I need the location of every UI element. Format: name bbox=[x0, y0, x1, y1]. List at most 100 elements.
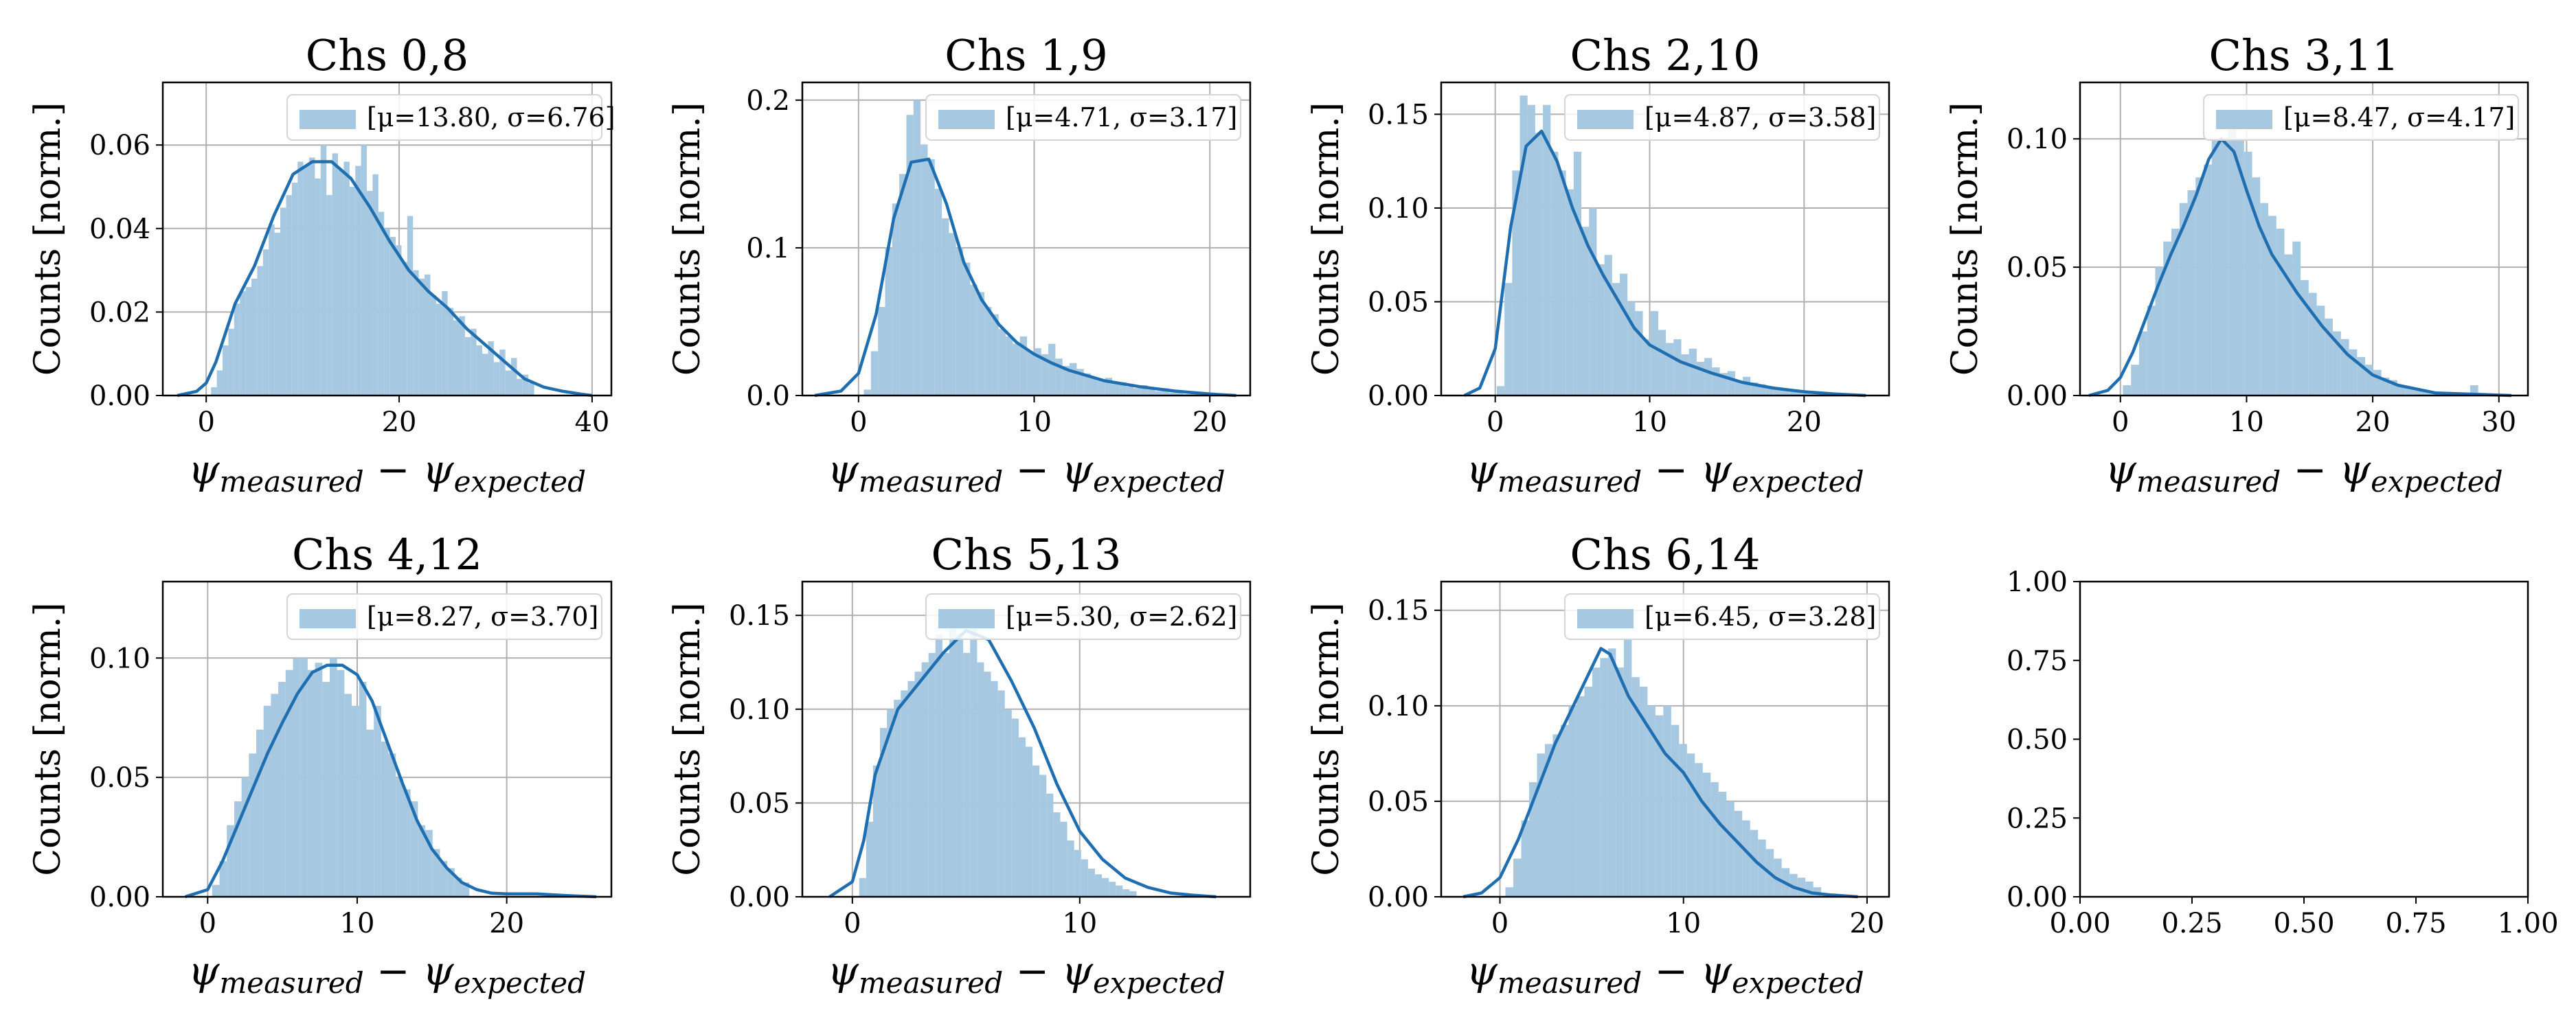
y-tick-label: 0.05 bbox=[1368, 786, 1429, 818]
histogram-bar bbox=[355, 165, 361, 396]
histogram-bar bbox=[963, 652, 971, 897]
histogram-bar bbox=[1060, 821, 1067, 897]
histogram-bar bbox=[2325, 318, 2334, 396]
histogram-bar bbox=[326, 195, 332, 396]
histogram-bar bbox=[1175, 391, 1184, 396]
x-axis-label-part: − bbox=[1003, 948, 1061, 994]
histogram-bar bbox=[274, 232, 281, 396]
histogram-bar bbox=[320, 145, 327, 396]
histogram-bar bbox=[476, 345, 483, 396]
x-axis-label-part: ψ bbox=[1466, 948, 1498, 994]
x-axis-label-part: ψ bbox=[2340, 446, 2371, 493]
kde-line bbox=[184, 663, 597, 899]
histogram-bar bbox=[2373, 369, 2382, 396]
histogram-bar bbox=[2219, 139, 2228, 396]
x-tick-label: 30 bbox=[2481, 407, 2516, 438]
histogram-bar bbox=[454, 878, 462, 897]
legend-label: [μ=4.87, σ=3.58] bbox=[1645, 102, 1876, 133]
histogram-bar bbox=[1620, 273, 1628, 396]
kde-line bbox=[1462, 647, 1858, 899]
histogram-bar bbox=[1048, 343, 1056, 396]
histogram-bar bbox=[425, 829, 433, 897]
histogram-bar bbox=[1686, 753, 1695, 897]
x-axis-label-part: ψ bbox=[1701, 948, 1732, 994]
histogram-bar bbox=[1639, 687, 1648, 897]
x-tick-label: 10 bbox=[1666, 908, 1701, 939]
x-axis-label-part: − bbox=[2281, 446, 2339, 493]
histogram-bar bbox=[1544, 744, 1553, 897]
x-tick-label: 40 bbox=[574, 407, 609, 438]
histogram-bar bbox=[1758, 384, 1766, 396]
histogram-bar bbox=[1773, 388, 1782, 396]
histogram-bar bbox=[921, 662, 929, 897]
histogram-bar bbox=[2316, 306, 2325, 396]
y-tick-label: 0.50 bbox=[2007, 724, 2068, 756]
histogram-bar bbox=[388, 753, 396, 897]
histogram-bar bbox=[271, 694, 279, 897]
axes-frame bbox=[2079, 580, 2529, 898]
histogram-bar bbox=[1013, 343, 1020, 396]
histogram-bar bbox=[977, 292, 985, 396]
kde-line bbox=[177, 160, 593, 398]
histogram-bar bbox=[1062, 365, 1070, 396]
axes-frame bbox=[801, 81, 1252, 397]
histogram-bar bbox=[453, 320, 460, 396]
histogram-bar bbox=[361, 145, 368, 396]
histogram-bar bbox=[493, 362, 500, 396]
histogram-bar bbox=[2405, 387, 2414, 396]
x-axis-label-part: measured bbox=[1498, 465, 1642, 499]
x-tick-label: 20 bbox=[382, 407, 417, 438]
histogram-bar bbox=[914, 672, 922, 897]
histogram-bar bbox=[1081, 859, 1088, 897]
x-axis-label-part: − bbox=[364, 446, 422, 493]
y-tick-label: 0.05 bbox=[89, 762, 150, 794]
axes-frame bbox=[1440, 580, 1890, 898]
histogram-bar bbox=[401, 262, 407, 396]
histogram-bar bbox=[920, 144, 928, 396]
histogram-bar bbox=[2203, 164, 2212, 396]
histogram-bar bbox=[949, 233, 956, 396]
histogram-bar bbox=[1098, 380, 1105, 396]
histogram-bar bbox=[899, 174, 907, 396]
histogram-bar bbox=[2430, 393, 2438, 396]
histogram-bar bbox=[1581, 227, 1590, 396]
histogram-bar bbox=[315, 663, 323, 897]
axes-frame bbox=[161, 580, 613, 898]
histogram-bar bbox=[1116, 885, 1123, 897]
histogram-bar bbox=[2357, 356, 2366, 396]
histogram-bar bbox=[440, 860, 448, 897]
histogram-bar bbox=[2236, 139, 2244, 396]
histogram-bar bbox=[1734, 810, 1743, 897]
legend-label: [μ=8.27, σ=3.70] bbox=[367, 602, 598, 632]
x-axis-label-part: − bbox=[1642, 948, 1700, 994]
y-axis-label: Counts [norm.] bbox=[1306, 602, 1347, 876]
x-axis-label-part: − bbox=[364, 948, 422, 994]
x-axis-label-part: expected bbox=[1732, 966, 1864, 1000]
histogram-bar bbox=[906, 115, 914, 396]
x-axis-label-part: ψ bbox=[422, 446, 454, 493]
histogram-bar bbox=[1811, 393, 1820, 396]
x-axis-label: ψmeasured − ψexpected bbox=[827, 446, 1225, 499]
x-axis-label-part: expected bbox=[454, 465, 586, 499]
histogram-bar bbox=[269, 224, 275, 396]
y-axis-label: Counts [norm.] bbox=[27, 602, 69, 876]
histogram-bar bbox=[1718, 792, 1727, 897]
histogram-bar bbox=[1804, 391, 1812, 396]
histogram-bar bbox=[263, 705, 271, 897]
histogram-bar bbox=[418, 278, 425, 396]
y-tick-label: 0.06 bbox=[89, 130, 150, 161]
x-tick-label: 0.50 bbox=[2273, 908, 2334, 939]
subplot-7: 0 10 20 0.00 0.05 0.10 0.15 Chs 6,14 Counts [nor… bbox=[1306, 529, 1890, 1000]
x-axis-label: ψmeasured − ψexpected bbox=[1466, 948, 1864, 1000]
histogram-bar bbox=[1006, 336, 1013, 396]
histogram-bar bbox=[262, 249, 269, 396]
histogram-bar bbox=[1796, 391, 1805, 396]
histogram-bar bbox=[991, 314, 999, 396]
subplot-title: Chs 4,12 bbox=[292, 529, 482, 580]
histogram-bar bbox=[1589, 207, 1597, 396]
histogram-bar bbox=[219, 860, 227, 897]
histogram-bar bbox=[2276, 229, 2285, 396]
x-tick-label: 20 bbox=[2355, 407, 2391, 438]
histogram-bar bbox=[1496, 386, 1505, 396]
